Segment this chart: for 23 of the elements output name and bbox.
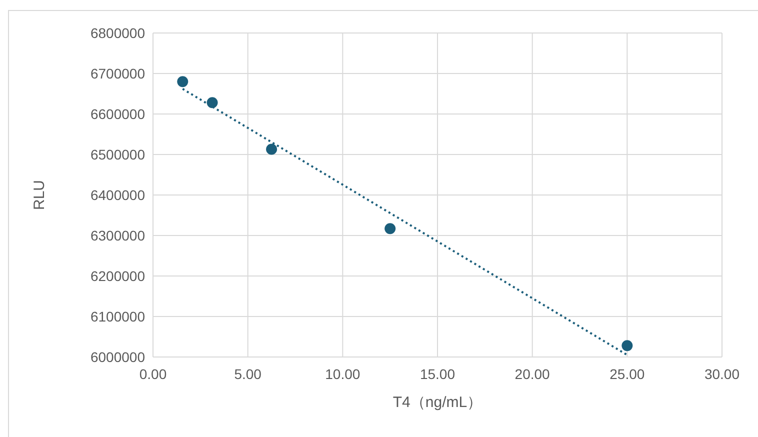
point (384, 223, 396, 234)
x-tick-label: 5.00 (234, 366, 262, 382)
y-tick-label: 6500000 (90, 146, 146, 162)
x-tick-label: 30.00 (704, 366, 740, 382)
x-tick-label: 15.00 (420, 366, 456, 382)
y-tick-label: 6200000 (90, 268, 146, 284)
point (266, 144, 278, 155)
y-tick-label: 6600000 (90, 106, 146, 122)
point (177, 76, 188, 88)
x-tick-label: 20.00 (514, 366, 550, 382)
x-axis-title: T4（ng/mL） (392, 394, 482, 411)
y-axis-title: RLU (31, 180, 48, 210)
point (622, 340, 633, 352)
y-tick-label: 6400000 (90, 187, 146, 203)
x-tick-label: 0.00 (139, 366, 167, 382)
y-tick-label: 6700000 (90, 66, 146, 82)
y-tick-label: 6800000 (90, 25, 146, 41)
x-tick-label: 10.00 (325, 366, 360, 382)
y-tick-label: 6100000 (90, 308, 146, 324)
point (206, 97, 218, 108)
y-tick-label: 6000000 (90, 349, 146, 365)
x-tick-label: 25.00 (610, 366, 645, 382)
y-tick-label: 6300000 (90, 228, 146, 244)
